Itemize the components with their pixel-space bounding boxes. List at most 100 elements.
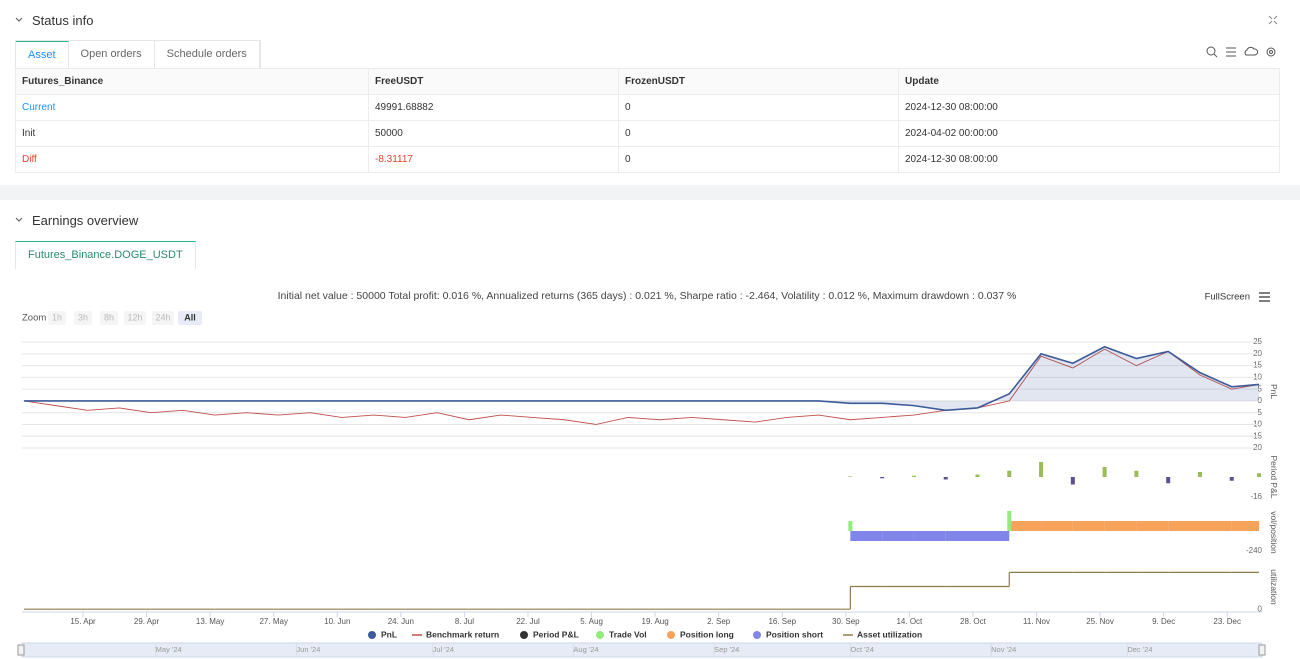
y-tick-label: -16	[1250, 492, 1262, 501]
menu-icon[interactable]	[1259, 292, 1270, 302]
collapse-icon[interactable]	[14, 15, 24, 25]
tab[interactable]: Asset	[16, 41, 69, 69]
x-tick-label: 13. May	[196, 617, 224, 626]
navigator-handle[interactable]	[17, 644, 25, 656]
position-block	[882, 531, 914, 541]
legend-symbol[interactable]	[368, 631, 376, 639]
header-cell: Update	[898, 68, 1280, 95]
navigator-label: Jul '24	[433, 645, 454, 654]
position-block	[1136, 521, 1169, 531]
fullscreen-button[interactable]: FullScreen	[1205, 292, 1250, 303]
expand-icon[interactable]	[1266, 13, 1280, 27]
navigator-label: Oct '24	[850, 645, 874, 654]
bar	[1039, 462, 1044, 477]
position-block	[1199, 521, 1232, 531]
y-tick-label: 5	[1258, 384, 1263, 393]
bar	[1070, 477, 1075, 485]
summary: Initial net value : 50000 Total profit: …	[278, 290, 1017, 302]
position-block	[1041, 521, 1073, 531]
legend-item[interactable]: Asset utilization	[857, 629, 922, 639]
tab[interactable]: Schedule orders	[155, 41, 260, 68]
cell: Current	[15, 94, 369, 121]
legend-symbol[interactable]	[596, 631, 604, 639]
zoom-button[interactable]: All	[184, 312, 196, 322]
legend-item[interactable]: Period P&L	[533, 629, 579, 639]
zoom-button-bg[interactable]	[74, 311, 92, 325]
tab-bar: Asset Open orders Schedule orders	[15, 40, 261, 69]
cell: 0	[618, 120, 899, 147]
y-tick-label: 0	[1258, 604, 1263, 613]
zoom-button-bg[interactable]	[124, 311, 146, 325]
row: Init 50000 0 2024-04-02 00:00:00	[15, 120, 1280, 147]
cell: 49991.68882	[368, 94, 619, 121]
navigator[interactable]	[21, 642, 1263, 658]
zoom-button-bg[interactable]	[152, 311, 174, 325]
x-tick-label: 5. Aug	[580, 617, 603, 626]
position-block	[945, 531, 978, 541]
y-tick-label: -240	[1246, 546, 1263, 555]
navigator-label: Jun '24	[296, 645, 320, 654]
y-tick-label: 0	[1258, 396, 1263, 405]
navigator-label: Nov '24	[991, 645, 1016, 654]
legend-item[interactable]: PnL	[381, 629, 397, 639]
section-title: Status info	[32, 13, 94, 28]
position-block	[1231, 521, 1259, 531]
legend-item[interactable]: Position long	[680, 629, 734, 639]
x-tick-label: 11. Nov	[1023, 617, 1050, 626]
x-tick-label: 10. Jun	[324, 617, 350, 626]
x-tick-label: 14. Oct	[896, 617, 923, 626]
cell: 0	[618, 94, 899, 121]
position-block	[913, 531, 946, 541]
navigator-handle[interactable]	[1258, 644, 1266, 656]
cell: Init	[15, 120, 369, 147]
legend-symbol[interactable]	[667, 631, 675, 639]
header-row: Futures_Binance FreeUSDT FrozenUSDT Upda…	[15, 68, 1280, 95]
zoom-button[interactable]: 24h	[155, 312, 170, 322]
tab[interactable]: Open orders	[69, 41, 155, 68]
bar	[880, 477, 885, 479]
legend-item[interactable]: Benchmark return	[426, 629, 499, 639]
x-tick-label: 27. May	[259, 617, 287, 626]
bar	[1007, 470, 1012, 477]
zoom-button-bg[interactable]	[178, 311, 202, 325]
row: Current 49991.68882 0 2024-12-30 08:00:0…	[15, 94, 1280, 121]
zoom-button-bg[interactable]	[100, 311, 118, 325]
cell: 2024-12-30 08:00:00	[898, 146, 1280, 173]
collapse-icon[interactable]	[14, 215, 24, 225]
position-block	[1104, 521, 1137, 531]
bar	[1102, 467, 1107, 477]
zoom-label: Zoom	[22, 313, 46, 324]
legend-symbol[interactable]	[753, 631, 761, 639]
axis-title: Period P&L	[1269, 456, 1279, 499]
bar	[848, 521, 853, 531]
cell: Diff	[15, 146, 369, 173]
toolbar-icons[interactable]	[1204, 44, 1284, 60]
legend-item[interactable]: Position short	[766, 629, 823, 639]
legend-symbol[interactable]	[520, 631, 528, 639]
header-cell: FrozenUSDT	[618, 68, 899, 95]
zoom-button[interactable]: 8h	[104, 312, 114, 322]
x-tick-label: 15. Apr	[70, 617, 96, 626]
pnl-line	[24, 345, 1260, 412]
x-tick-label: 24. Jun	[388, 617, 414, 626]
cell: 0	[618, 146, 899, 173]
axis-title: PnL	[1269, 384, 1279, 399]
zoom-button[interactable]: 12h	[127, 312, 142, 322]
header-cell: Futures_Binance	[15, 68, 369, 95]
bar	[943, 477, 948, 480]
axis-title: vol/position	[1269, 511, 1279, 554]
tab[interactable]: Futures_Binance.DOGE_USDT	[15, 241, 196, 269]
cell: 50000	[368, 120, 619, 147]
x-tick-label: 8. Jul	[455, 617, 474, 626]
legend-item[interactable]: Trade Vol	[609, 629, 647, 639]
x-tick-label: 29. Apr	[134, 617, 160, 626]
position-block	[977, 531, 1010, 541]
zoom-button[interactable]: 1h	[52, 312, 62, 322]
bar	[1166, 477, 1171, 484]
x-tick-label: 9. Dec	[1152, 617, 1175, 626]
series-line	[23, 348, 1260, 425]
zoom-button[interactable]: 3h	[78, 312, 88, 322]
bar	[1229, 477, 1234, 481]
zoom-button-bg[interactable]	[48, 311, 66, 325]
x-tick-label: 30. Sep	[832, 617, 860, 626]
